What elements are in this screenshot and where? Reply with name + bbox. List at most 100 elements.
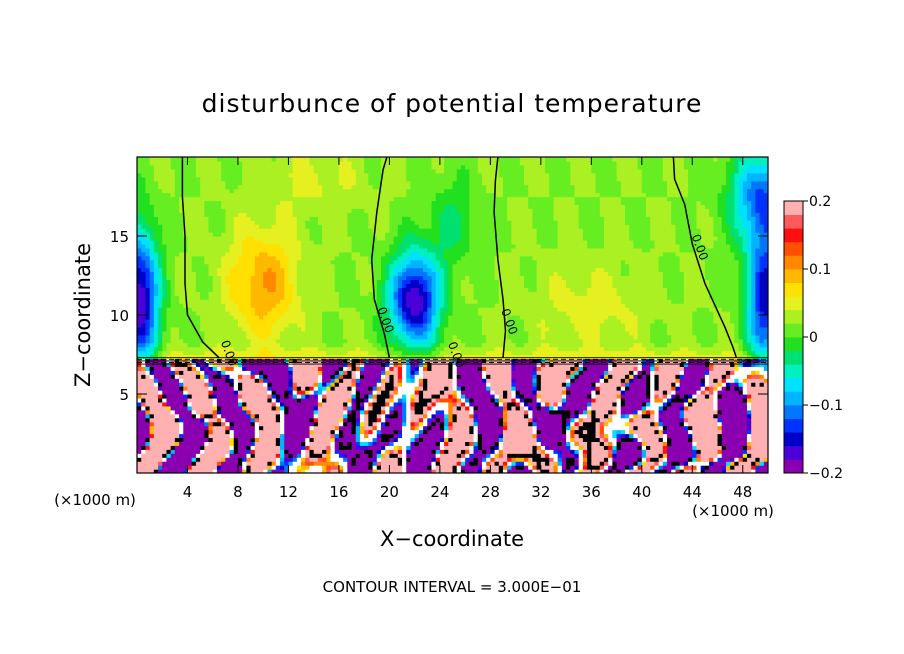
field-cell: [280, 338, 285, 344]
field-cell: [200, 370, 205, 375]
field-cell: [271, 433, 277, 439]
field-cell: [540, 441, 546, 446]
field-cell: [170, 457, 176, 462]
field-cell: [654, 386, 660, 391]
field-cell: [233, 405, 239, 411]
field-cell: [662, 354, 668, 360]
field-cell: [633, 457, 639, 462]
field-cell: [200, 378, 205, 383]
field-cell: [603, 445, 609, 450]
field-cell: [519, 417, 525, 423]
field-cell: [570, 370, 576, 375]
field-cell: [410, 445, 416, 450]
field-cell: [216, 425, 222, 431]
field-cell: [296, 425, 302, 431]
field-cell: [149, 417, 155, 423]
field-cell: [195, 382, 201, 387]
field-cell: [662, 433, 668, 439]
field-cell: [704, 449, 710, 454]
field-cell: [515, 465, 521, 470]
field-cell: [725, 362, 731, 367]
field-cell: [242, 378, 247, 383]
field-cell: [641, 366, 647, 371]
field-cell: [700, 401, 706, 407]
field-cell: [153, 378, 159, 383]
field-cell: [498, 382, 504, 387]
field-cell: [431, 346, 437, 352]
field-cell: [536, 394, 542, 399]
field-cell: [717, 445, 723, 450]
field-cell: [292, 433, 298, 439]
field-cell: [431, 370, 437, 375]
field-cell: [322, 409, 327, 415]
field-cell: [267, 397, 273, 403]
field-cell: [347, 461, 353, 466]
field-cell: [667, 437, 672, 442]
field-cell: [301, 421, 306, 427]
field-cell: [364, 437, 369, 442]
field-cell: [473, 382, 479, 387]
field-cell: [153, 350, 159, 356]
field-cell: [187, 465, 193, 470]
field-cell: [616, 350, 622, 356]
field-cell: [742, 390, 748, 395]
field-cell: [587, 461, 592, 466]
field-cell: [183, 469, 189, 473]
field-cell: [380, 346, 386, 352]
field-cell: [473, 401, 479, 407]
field-cell: [502, 441, 508, 446]
field-cell: [658, 346, 664, 352]
field-cell: [540, 413, 546, 419]
field-cell: [515, 417, 521, 423]
field-cell: [742, 370, 748, 375]
field-cell: [393, 354, 399, 360]
field-cell: [465, 465, 470, 470]
field-cell: [322, 457, 327, 462]
field-cell: [721, 449, 727, 454]
field-cell: [267, 366, 273, 371]
field-cell: [301, 370, 306, 375]
field-cell: [570, 417, 576, 423]
field-cell: [629, 350, 634, 356]
field-cell: [633, 397, 639, 403]
field-cell: [158, 469, 163, 473]
field-cell: [292, 386, 298, 391]
field-cell: [204, 394, 210, 399]
field-cell: [364, 433, 369, 439]
field-cell: [637, 449, 643, 454]
field-cell: [406, 401, 412, 407]
field-cell: [162, 421, 168, 427]
field-cell: [166, 441, 172, 446]
field-cell: [410, 457, 416, 462]
field-cell: [591, 417, 597, 423]
field-cell: [490, 449, 496, 454]
field-cell: [191, 397, 197, 403]
field-cell: [759, 433, 765, 439]
field-cell: [528, 437, 534, 442]
field-cell: [389, 453, 395, 458]
field-cell: [667, 370, 672, 375]
field-cell: [629, 425, 634, 431]
field-cell: [456, 342, 462, 348]
field-cell: [179, 350, 184, 356]
field-cell: [599, 445, 605, 450]
field-cell: [616, 374, 622, 379]
field-cell: [284, 413, 290, 419]
field-cell: [637, 342, 643, 348]
field-cell: [216, 405, 222, 411]
field-cell: [641, 441, 647, 446]
field-cell: [204, 465, 210, 470]
field-cell: [237, 453, 243, 458]
field-cell: [263, 433, 269, 439]
field-cell: [561, 409, 567, 415]
field-cell: [254, 469, 260, 473]
field-cell: [717, 457, 723, 462]
field-cell: [359, 425, 365, 431]
field-cell: [629, 370, 634, 375]
field-cell: [650, 425, 656, 431]
field-cell: [225, 437, 231, 442]
field-cell: [599, 386, 605, 391]
field-cell: [372, 405, 378, 411]
field-cell: [385, 350, 390, 356]
field-cell: [494, 374, 500, 379]
